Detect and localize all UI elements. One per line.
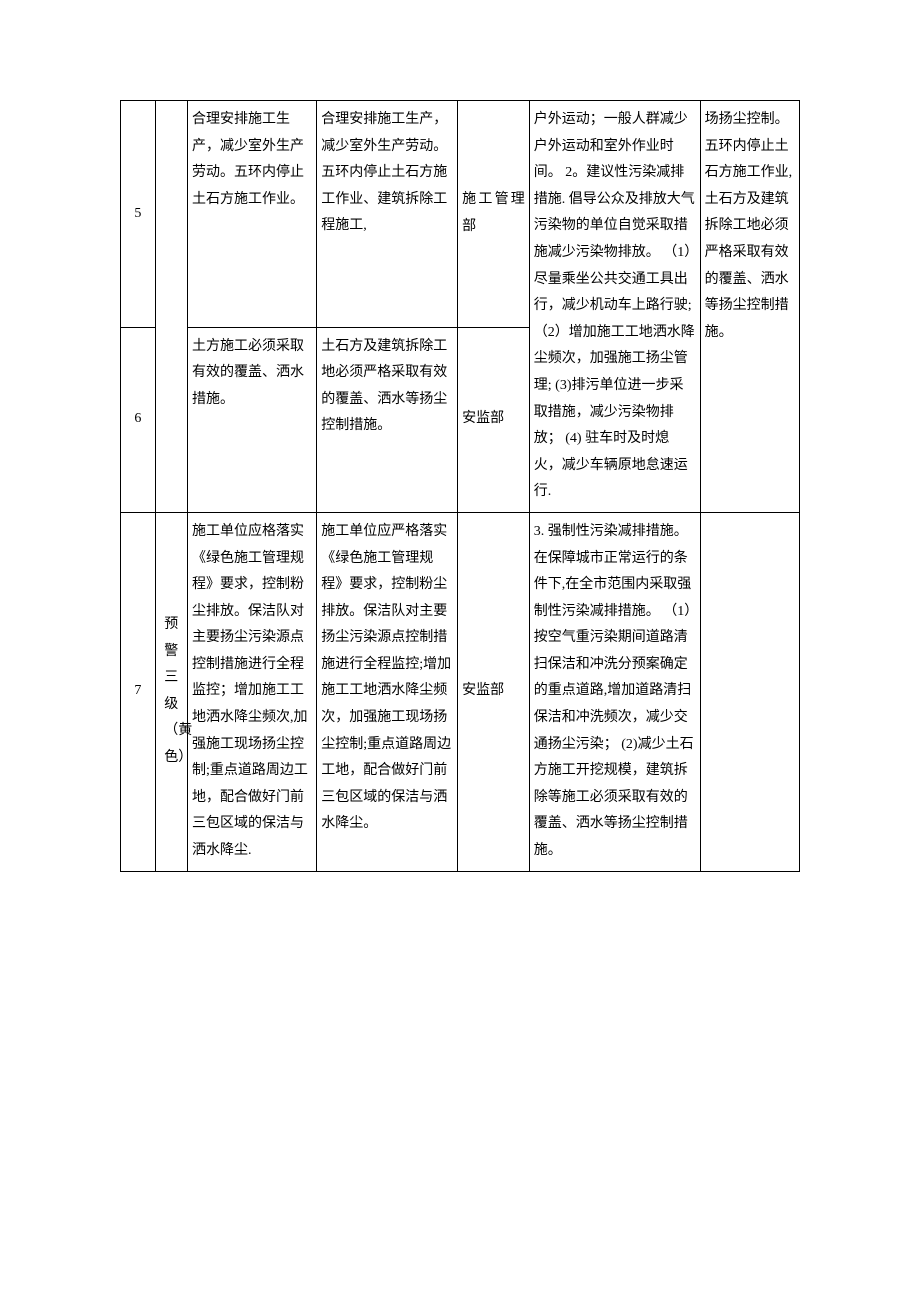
cell-notes-c: 户外运动；一般人群减少户外运动和室外作业时间。 2。建议性污染减排措施. 倡导公…: [529, 101, 700, 513]
measures-table: 5 合理安排施工生产，减少室外生产劳动。五环内停止土石方施工作业。 合理安排施工…: [120, 100, 800, 872]
cell-measure-b: 施工单位应严格落实《绿色施工管理规程》要求，控制粉尘排放。保洁队对主要扬尘污染源…: [317, 512, 458, 871]
cell-num: 5: [121, 101, 156, 328]
cell-measure-a: 土方施工必须采取有效的覆盖、洒水措施。: [187, 327, 316, 512]
document-page: 5 合理安排施工生产，减少室外生产劳动。五环内停止土石方施工作业。 合理安排施工…: [0, 0, 920, 932]
cell-dept: 安监部: [458, 327, 530, 512]
table-row: 5 合理安排施工生产，减少室外生产劳动。五环内停止土石方施工作业。 合理安排施工…: [121, 101, 800, 328]
cell-dept: 施工管理部: [458, 101, 530, 328]
cell-measure-b: 合理安排施工生产，减少室外生产劳动。 五环内停止土石方施工作业、建筑拆除工程施工…: [317, 101, 458, 328]
cell-notes-c: 3. 强制性污染减排措施。在保障城市正常运行的条件下,在全市范围内采取强制性污染…: [529, 512, 700, 871]
level-text: 预警三级（黄色）: [164, 612, 178, 772]
cell-level: 预警三级（黄色）: [155, 512, 187, 871]
table-row: 7 预警三级（黄色） 施工单位应格落实《绿色施工管理规程》要求，控制粉尘排放。保…: [121, 512, 800, 871]
cell-notes-d: [700, 512, 799, 871]
cell-measure-b: 土石方及建筑拆除工地必须严格采取有效的覆盖、洒水等扬尘控制措施。: [317, 327, 458, 512]
cell-num: 6: [121, 327, 156, 512]
cell-level: [155, 101, 187, 513]
cell-num: 7: [121, 512, 156, 871]
cell-measure-a: 合理安排施工生产，减少室外生产劳动。五环内停止土石方施工作业。: [187, 101, 316, 328]
cell-dept: 安监部: [458, 512, 530, 871]
cell-measure-a: 施工单位应格落实《绿色施工管理规程》要求，控制粉尘排放。保洁队对主要扬尘污染源点…: [187, 512, 316, 871]
cell-notes-d: 场扬尘控制。五环内停止土石方施工作业,土石方及建筑拆除工地必须严格采取有效的覆盖…: [700, 101, 799, 513]
